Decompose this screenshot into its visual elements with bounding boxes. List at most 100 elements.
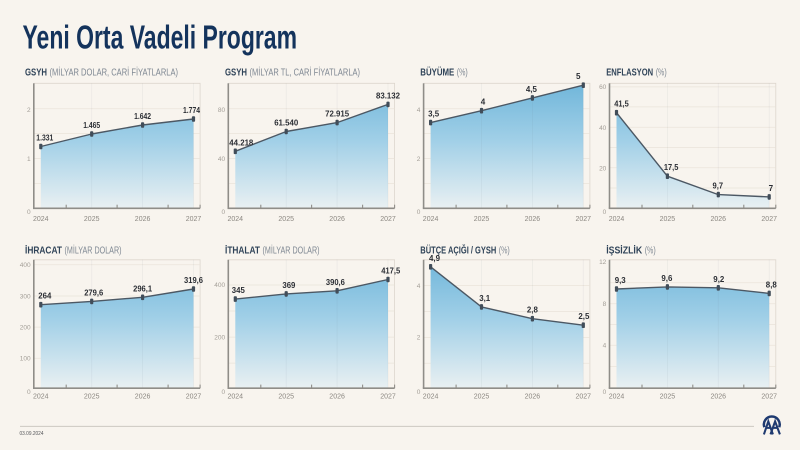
svg-text:2024: 2024: [33, 216, 49, 223]
svg-text:83.132: 83.132: [376, 91, 401, 100]
svg-text:2025: 2025: [474, 394, 490, 401]
svg-text:9,2: 9,2: [713, 275, 725, 284]
svg-text:400: 400: [20, 262, 31, 269]
svg-text:2027: 2027: [761, 216, 777, 223]
svg-text:2027: 2027: [186, 216, 202, 223]
svg-text:369: 369: [282, 281, 296, 290]
svg-text:2: 2: [417, 156, 421, 163]
svg-text:İŞSİZLİK(%): İŞSİZLİK(%): [606, 243, 656, 256]
svg-text:2024: 2024: [228, 216, 244, 223]
svg-text:0: 0: [27, 389, 31, 396]
svg-text:0: 0: [417, 209, 421, 216]
svg-text:4,5: 4,5: [526, 85, 538, 94]
svg-text:80: 80: [218, 107, 226, 114]
svg-text:2026: 2026: [329, 394, 345, 401]
svg-text:2027: 2027: [576, 394, 592, 401]
svg-text:296,1: 296,1: [133, 284, 153, 293]
svg-text:40: 40: [599, 125, 607, 132]
svg-text:9,3: 9,3: [615, 276, 627, 285]
svg-text:72.915: 72.915: [325, 110, 350, 119]
svg-text:2025: 2025: [660, 394, 676, 401]
svg-text:200: 200: [214, 334, 225, 341]
svg-text:2: 2: [27, 107, 31, 114]
svg-text:100: 100: [20, 356, 31, 363]
svg-text:GSYH(MİLYAR TL, CARİ FİYATLARL: GSYH (MİLYAR TL, CARİ FİYATLARLA): [225, 66, 360, 79]
svg-text:7: 7: [769, 184, 774, 193]
svg-text:20: 20: [599, 165, 607, 172]
svg-text:İTHALAT(MİLYAR DOLAR): İTHALAT(MİLYAR DOLAR): [225, 243, 320, 256]
svg-text:0: 0: [603, 389, 607, 396]
svg-text:2026: 2026: [525, 216, 541, 223]
svg-text:2025: 2025: [474, 216, 490, 223]
svg-text:61.540: 61.540: [274, 119, 299, 128]
svg-text:264: 264: [38, 292, 52, 301]
svg-text:1: 1: [27, 156, 31, 163]
svg-text:41,5: 41,5: [614, 100, 629, 109]
svg-text:417,5: 417,5: [381, 267, 401, 276]
svg-text:2: 2: [417, 335, 421, 342]
svg-text:2027: 2027: [576, 216, 592, 223]
svg-text:2025: 2025: [84, 394, 100, 401]
svg-text:5: 5: [576, 72, 581, 81]
svg-text:2024: 2024: [423, 394, 439, 401]
svg-text:1.331: 1.331: [36, 134, 53, 143]
svg-text:2026: 2026: [711, 394, 727, 401]
svg-text:3,5: 3,5: [428, 110, 440, 119]
svg-text:0: 0: [603, 209, 607, 216]
svg-text:1.465: 1.465: [83, 121, 100, 130]
svg-text:0: 0: [27, 209, 31, 216]
svg-text:0: 0: [417, 389, 421, 396]
svg-text:345: 345: [232, 286, 246, 295]
svg-text:03.09.2024: 03.09.2024: [20, 431, 44, 437]
svg-text:2025: 2025: [278, 394, 294, 401]
svg-text:400: 400: [214, 282, 225, 289]
svg-text:GSYH(MİLYAR DOLAR, CARİ FİYATL: GSYH (MİLYAR DOLAR, CARİ FİYATLARLA): [25, 66, 178, 79]
svg-text:17,5: 17,5: [664, 163, 679, 172]
svg-text:40: 40: [218, 156, 226, 163]
svg-text:279,6: 279,6: [84, 288, 104, 297]
svg-text:200: 200: [20, 324, 31, 331]
svg-text:İHRACAT(MİLYAR DOLAR): İHRACAT(MİLYAR DOLAR): [25, 243, 122, 256]
svg-text:390,6: 390,6: [326, 278, 346, 287]
svg-text:2,8: 2,8: [527, 306, 539, 315]
svg-text:2026: 2026: [135, 216, 151, 223]
svg-text:60: 60: [599, 84, 607, 91]
svg-text:BÜTÇE AÇIĞI / GYSH(%): BÜTÇE AÇIĞI / GYSH(%): [420, 243, 510, 256]
svg-text:2026: 2026: [135, 394, 151, 401]
svg-text:44.218: 44.218: [229, 138, 254, 147]
svg-text:2026: 2026: [329, 216, 345, 223]
svg-text:2,5: 2,5: [578, 312, 590, 321]
svg-text:ENFLASYON(%): ENFLASYON (%): [606, 68, 667, 79]
svg-text:3,1: 3,1: [479, 294, 491, 303]
svg-text:2027: 2027: [380, 216, 396, 223]
svg-text:2026: 2026: [525, 394, 541, 401]
svg-text:4,9: 4,9: [429, 254, 441, 263]
svg-text:2027: 2027: [186, 394, 202, 401]
svg-text:12: 12: [599, 259, 607, 266]
svg-text:2025: 2025: [660, 216, 676, 223]
svg-text:2027: 2027: [761, 394, 777, 401]
svg-text:2024: 2024: [609, 394, 625, 401]
svg-text:2024: 2024: [33, 394, 49, 401]
svg-text:8,8: 8,8: [766, 280, 778, 289]
svg-text:BÜYÜME(%): BÜYÜME(%): [420, 66, 468, 79]
svg-text:9,7: 9,7: [713, 182, 724, 191]
svg-text:4: 4: [481, 98, 486, 107]
svg-text:2024: 2024: [228, 394, 244, 401]
svg-text:2025: 2025: [278, 216, 294, 223]
svg-text:9,6: 9,6: [661, 274, 673, 283]
svg-text:Yeni Orta Vadeli Program: Yeni Orta Vadeli Program: [23, 19, 298, 56]
svg-text:4: 4: [603, 343, 607, 350]
svg-text:0: 0: [221, 209, 225, 216]
svg-text:2027: 2027: [380, 394, 396, 401]
svg-text:2025: 2025: [84, 216, 100, 223]
svg-text:300: 300: [20, 293, 31, 300]
svg-text:4: 4: [417, 283, 421, 290]
svg-text:2024: 2024: [423, 216, 439, 223]
svg-text:1.642: 1.642: [134, 112, 151, 121]
svg-text:319,6: 319,6: [184, 276, 204, 285]
svg-text:1.774: 1.774: [183, 106, 200, 115]
svg-text:0: 0: [221, 389, 225, 396]
svg-text:8: 8: [603, 301, 607, 308]
svg-text:2024: 2024: [609, 216, 625, 223]
